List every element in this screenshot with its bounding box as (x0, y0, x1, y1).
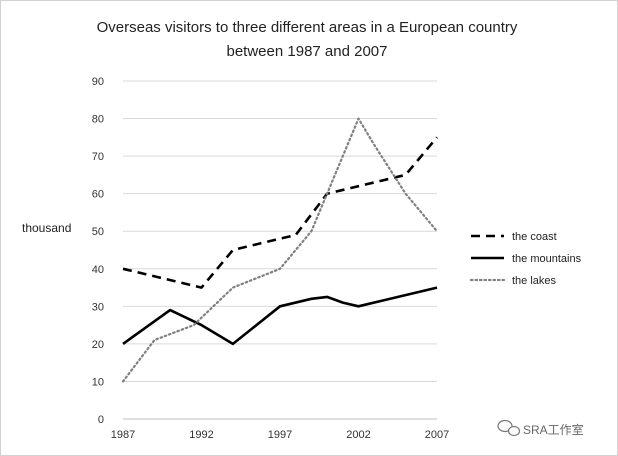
wechat-icon (497, 419, 521, 437)
y-tick-label: 70 (92, 151, 104, 163)
gridlines (123, 80, 437, 420)
y-tick-label: 10 (92, 376, 104, 388)
watermark-text: SRA工作室 (523, 422, 584, 437)
chart-title-line-1: Overseas visitors to three different are… (97, 19, 518, 36)
x-tick-label: 1997 (268, 429, 292, 441)
watermark: SRA工作室 (497, 419, 584, 437)
chart-title: Overseas visitors to three different are… (97, 19, 518, 60)
x-tick-label: 2007 (425, 429, 449, 441)
x-tick-label: 1987 (111, 429, 135, 441)
series-line-the-coast (122, 136, 438, 289)
chart-title-line-2: between 1987 and 2007 (227, 43, 388, 60)
y-axis-ticks: 0 10 20 30 40 50 60 70 80 90 (92, 76, 104, 426)
series-line-the-lakes (121, 117, 439, 383)
series-line-the-mountains (122, 286, 438, 346)
y-tick-label: 90 (92, 76, 104, 88)
series-lines (121, 117, 439, 383)
x-tick-label: 2002 (346, 429, 370, 441)
y-tick-label: 40 (92, 264, 104, 276)
x-axis-ticks: 1987 1992 1997 2002 2007 (111, 429, 449, 441)
legend-label: the coast (512, 231, 557, 243)
y-tick-label: 0 (98, 414, 104, 426)
y-axis-label: thousand (22, 221, 71, 235)
y-tick-label: 60 (92, 189, 104, 201)
legend-label: the mountains (512, 253, 582, 265)
x-tick-label: 1992 (189, 429, 213, 441)
y-tick-label: 50 (92, 226, 104, 238)
y-tick-label: 80 (92, 114, 104, 126)
y-tick-label: 20 (92, 339, 104, 351)
y-tick-label: 30 (92, 301, 104, 313)
legend: the coast the mountains the lakes (469, 231, 582, 287)
legend-label: the lakes (512, 275, 557, 287)
